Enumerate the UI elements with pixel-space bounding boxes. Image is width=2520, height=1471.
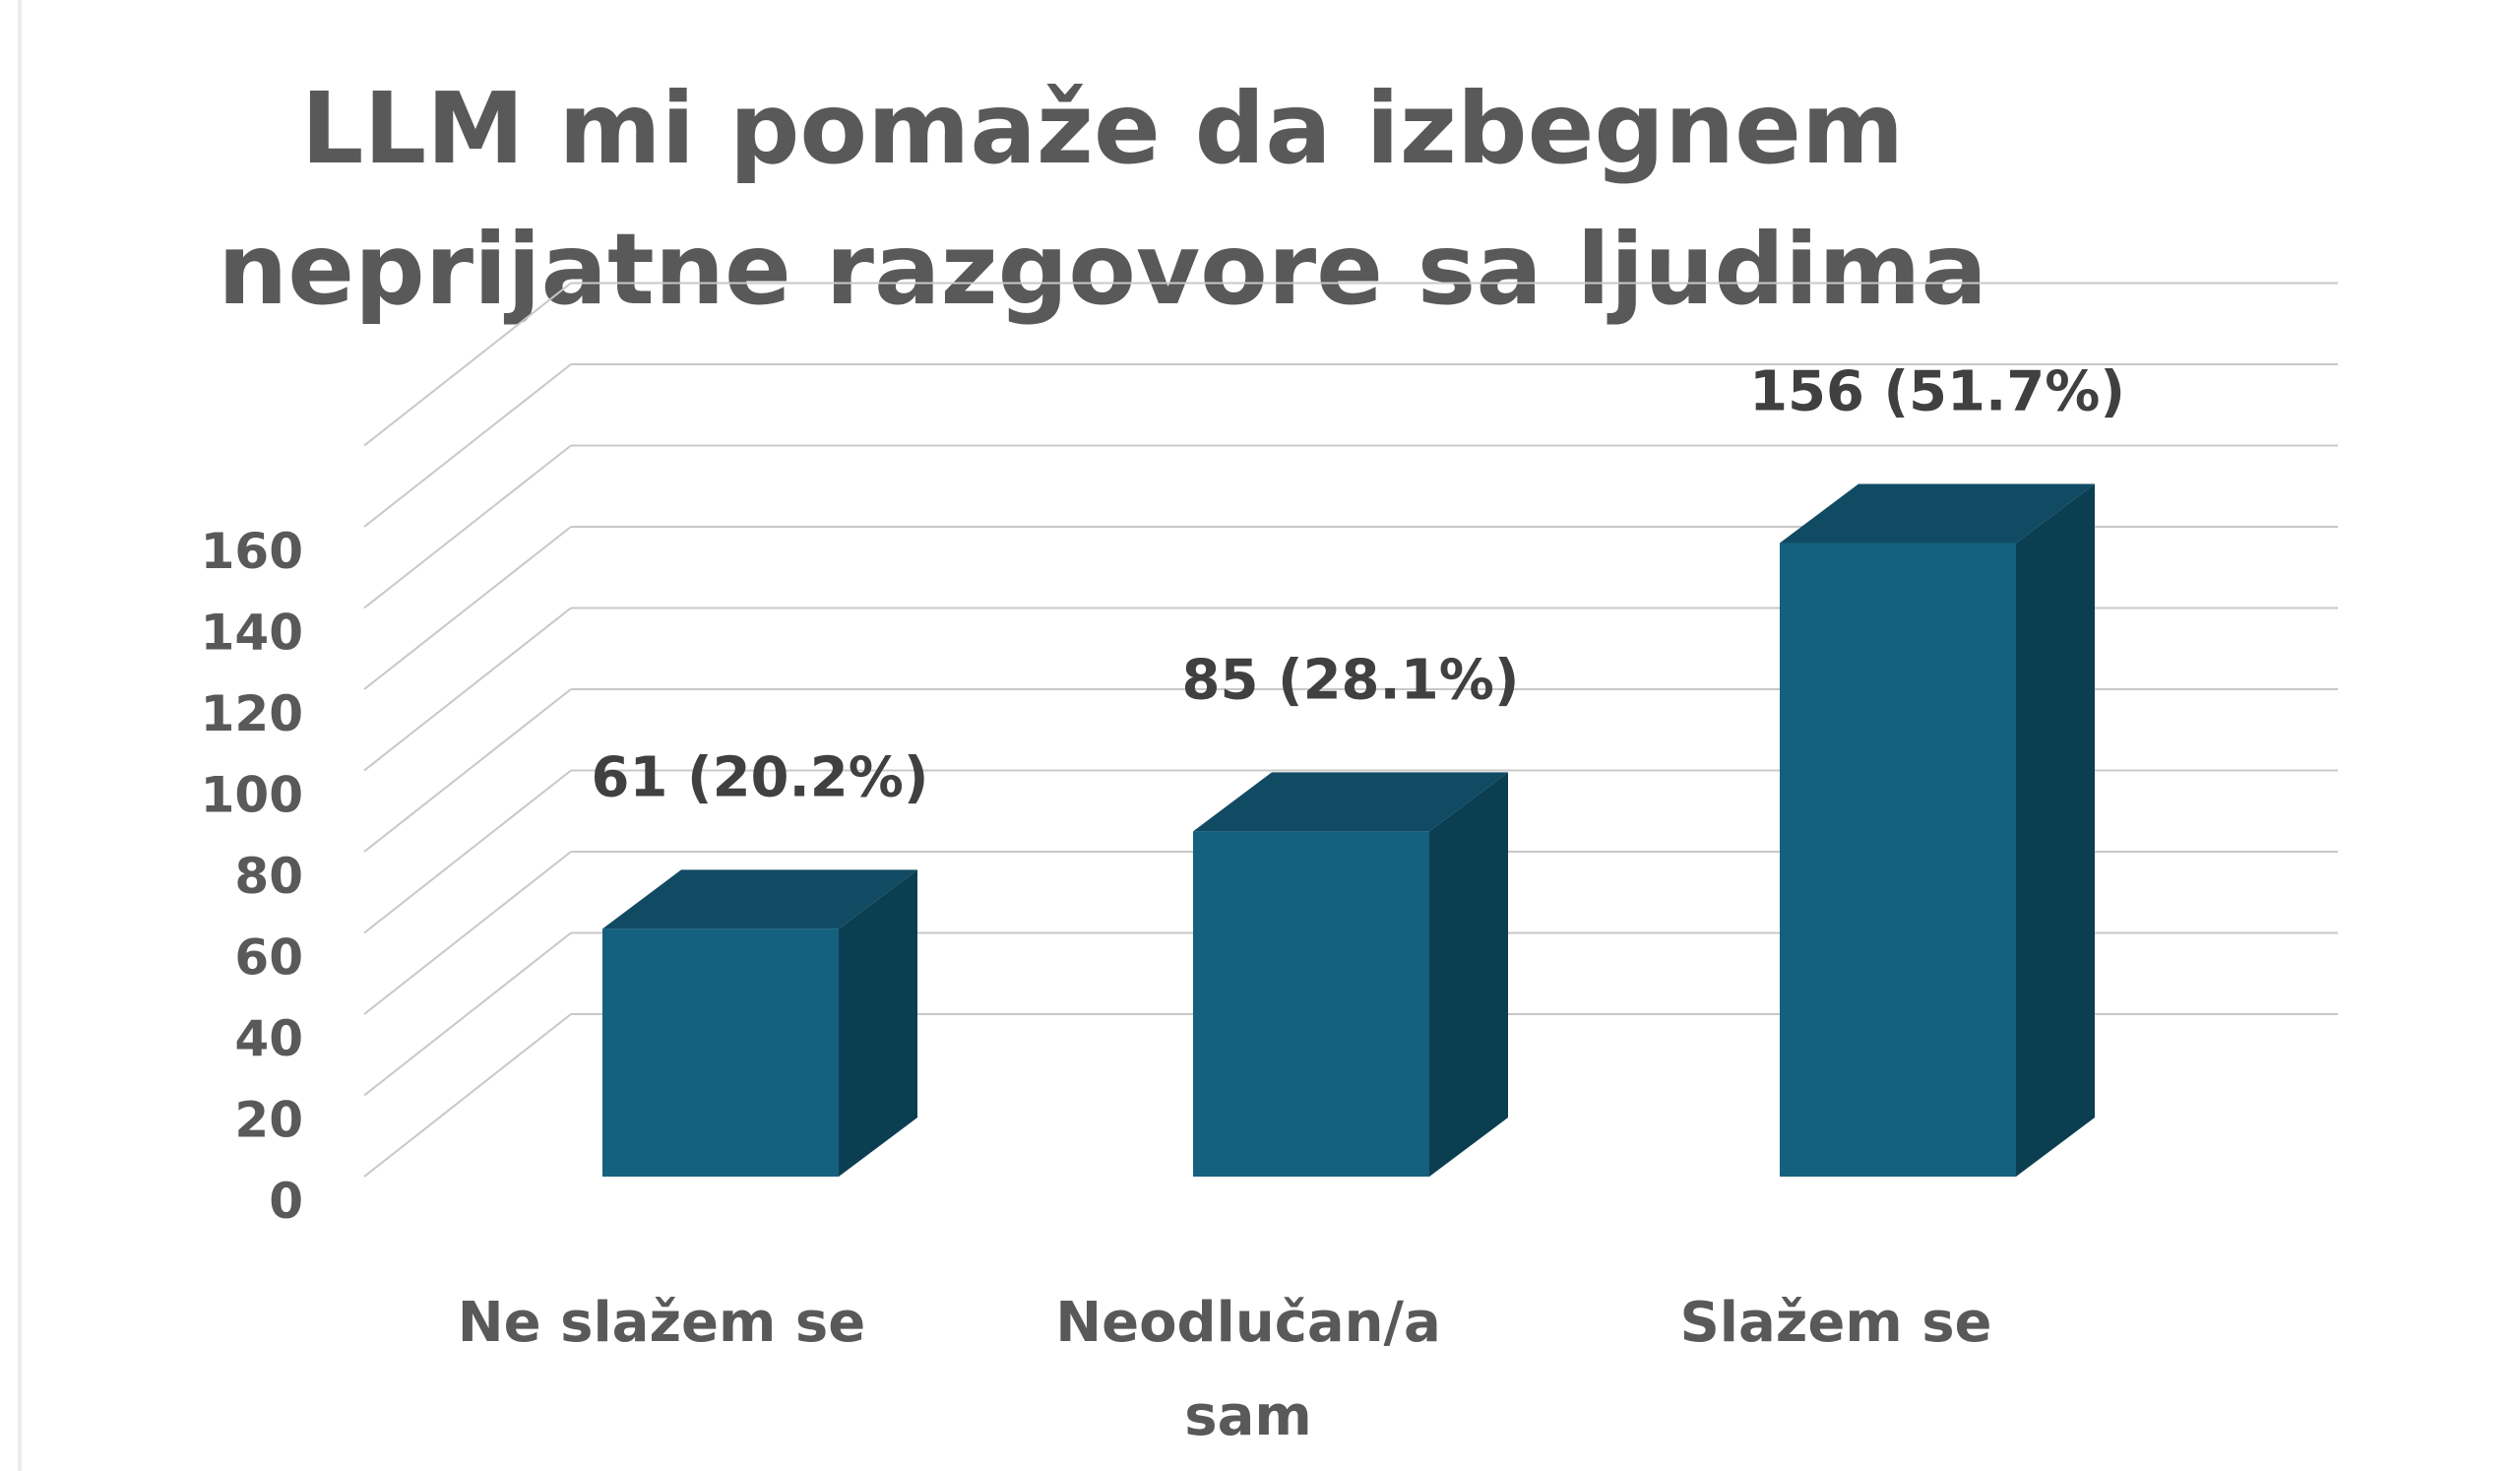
y-tick-label: 160 [201,523,303,580]
gridline-side [363,526,572,690]
gridline-side [363,282,572,447]
y-tick-label: 0 [269,1173,303,1230]
data-label: 85 (28.1%) [1182,648,1520,712]
x-category-label: sam [1184,1384,1311,1448]
data-label: 61 (20.2%) [592,745,929,809]
bar-side-face [839,869,917,1177]
gridline-side [363,931,572,1097]
bar-top-face [1193,772,1508,832]
bar-top-face [1780,483,2095,544]
gridline-side [363,851,572,1015]
y-tick-label: 120 [201,685,303,742]
chart-title-line-2: neprijatne razgovore sa ljudima [218,212,1987,327]
bars [602,483,2095,1177]
y-tick-label: 100 [201,767,303,824]
gridline-side [363,607,572,772]
y-tick-label: 40 [234,1010,303,1067]
left-frame-line [18,0,22,1471]
x-category-label: Ne slažem se [458,1291,865,1355]
x-category-label: Neodlučan/a [1055,1291,1441,1355]
y-tick-label: 20 [234,1092,303,1149]
bar-side-face [2016,483,2095,1177]
gridline-side [363,1013,572,1178]
data-label: 156 (51.7%) [1749,360,2125,424]
bar [602,869,917,1177]
gridline-side [363,444,572,609]
y-tick-label: 140 [201,605,303,662]
y-axis-ticks: 0 20 40 60 80 100 120 140 160 [201,523,303,1230]
bar-side-face [1429,772,1508,1177]
chart-title-line-1: LLM mi pomaže da izbegnem [301,71,1904,186]
y-tick-label: 80 [234,848,303,905]
gridline-side [363,688,572,853]
bar-front-face [602,928,839,1177]
y-tick-label: 60 [234,929,303,987]
x-axis-categories: Ne slažem se Neodlučan/a sam Slažem se [458,1291,1992,1448]
bar [1780,483,2095,1177]
bar-top-face [602,869,917,929]
bar [1193,772,1508,1177]
x-category-label: Slažem se [1679,1291,1991,1355]
bar-front-face [1780,543,2016,1177]
gridline-side [363,769,572,934]
bar-front-face [1193,831,1429,1177]
data-labels: 61 (20.2%) 85 (28.1%) 156 (51.7%) [592,360,2125,810]
gridline-side [363,363,572,528]
